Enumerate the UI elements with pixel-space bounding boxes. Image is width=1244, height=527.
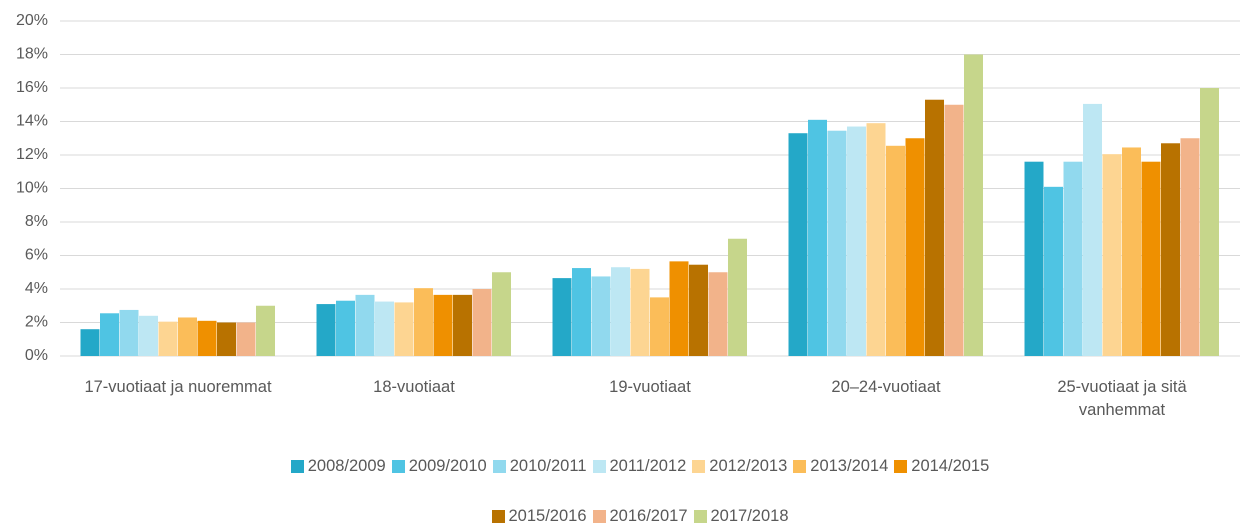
bar bbox=[827, 130, 847, 356]
bar bbox=[630, 268, 650, 356]
y-tick-label: 2% bbox=[25, 314, 48, 331]
bar bbox=[472, 289, 492, 356]
bar bbox=[611, 267, 630, 356]
x-tick-label: 19-vuotiaat bbox=[609, 378, 691, 396]
bar bbox=[1141, 161, 1161, 356]
bar bbox=[355, 294, 375, 356]
bar bbox=[1161, 143, 1180, 356]
legend-item: 2013/2014 bbox=[793, 453, 888, 479]
legend-swatch bbox=[692, 459, 706, 473]
bar bbox=[433, 294, 453, 356]
bar bbox=[591, 276, 611, 356]
bar bbox=[178, 317, 197, 356]
legend-swatch bbox=[391, 459, 405, 473]
bar bbox=[788, 133, 808, 356]
y-tick-label: 14% bbox=[16, 113, 48, 130]
bar bbox=[492, 272, 511, 356]
bar bbox=[572, 268, 591, 356]
bar bbox=[1083, 103, 1102, 356]
bar bbox=[158, 321, 178, 356]
y-tick-label: 18% bbox=[16, 46, 48, 63]
bar bbox=[394, 302, 414, 356]
legend-item: 2014/2015 bbox=[894, 453, 989, 479]
bar bbox=[1024, 161, 1044, 356]
legend-item: 2016/2017 bbox=[592, 503, 688, 527]
y-tick-label: 12% bbox=[16, 146, 48, 163]
legend-label: 2010/2011 bbox=[509, 456, 587, 475]
legend-swatch bbox=[592, 459, 606, 473]
legend-swatch bbox=[793, 459, 807, 473]
legend-item: 2017/2018 bbox=[693, 503, 789, 527]
bar bbox=[847, 126, 866, 357]
x-tick-label: 18-vuotiaat bbox=[373, 378, 455, 396]
bar bbox=[217, 322, 236, 356]
x-tick-label: 25-vuotiaat ja sitä vanhemmat bbox=[1057, 378, 1187, 419]
bar bbox=[100, 313, 119, 356]
legend-item: 2009/2010 bbox=[391, 453, 487, 479]
legend-label: 2017/2018 bbox=[710, 506, 789, 525]
bar bbox=[964, 54, 983, 356]
bar bbox=[886, 145, 905, 356]
legend-label: 2015/2016 bbox=[508, 506, 587, 525]
y-tick-label: 0% bbox=[25, 347, 48, 364]
legend-item: 2008/2009 bbox=[290, 453, 386, 479]
bar bbox=[708, 272, 728, 356]
bar bbox=[944, 104, 964, 356]
y-tick-label: 20% bbox=[16, 12, 48, 29]
legend-item: 2015/2016 bbox=[491, 503, 587, 527]
y-tick-label: 16% bbox=[16, 79, 48, 96]
bar bbox=[236, 322, 256, 356]
legend-swatch bbox=[592, 509, 606, 523]
legend-label: 2011/2012 bbox=[609, 456, 687, 475]
bar bbox=[1102, 154, 1122, 356]
bar bbox=[375, 301, 394, 356]
bar bbox=[552, 278, 572, 356]
legend-label: 2016/2017 bbox=[609, 506, 688, 525]
bar bbox=[669, 261, 689, 356]
legend-item: 2012/2013 bbox=[692, 453, 787, 479]
bar bbox=[728, 238, 747, 356]
legend-swatch bbox=[693, 509, 707, 523]
bar bbox=[808, 119, 827, 356]
x-tick-label: 17-vuotiaat ja nuoremmat bbox=[84, 378, 272, 396]
legend-label: 2008/2009 bbox=[307, 456, 386, 475]
bar bbox=[139, 315, 158, 356]
bar bbox=[80, 329, 100, 356]
y-tick-label: 8% bbox=[25, 213, 48, 230]
bar bbox=[414, 288, 433, 356]
bar bbox=[1180, 138, 1200, 356]
y-tick-label: 10% bbox=[16, 180, 48, 197]
bar bbox=[256, 305, 275, 356]
legend-swatch bbox=[492, 459, 506, 473]
legend-label: 2012/2013 bbox=[709, 456, 788, 475]
x-tick-label: 20–24-vuotiaat bbox=[831, 378, 941, 396]
bar bbox=[119, 309, 139, 356]
bar bbox=[905, 138, 925, 356]
legend-label: 2013/2014 bbox=[810, 456, 889, 475]
bar bbox=[1063, 161, 1083, 356]
bar bbox=[689, 264, 708, 356]
legend-swatch bbox=[290, 459, 304, 473]
bar bbox=[1200, 88, 1219, 356]
legend-label: 2009/2010 bbox=[408, 456, 487, 475]
bar bbox=[650, 297, 669, 356]
legend-label: 2014/2015 bbox=[911, 456, 990, 475]
legend-item: 2011/2012 bbox=[592, 453, 687, 479]
legend-swatch bbox=[894, 459, 908, 473]
legend-item: 2010/2011 bbox=[492, 453, 587, 479]
y-tick-label: 4% bbox=[25, 280, 48, 297]
bar bbox=[453, 294, 472, 356]
legend-swatch bbox=[491, 509, 505, 523]
bar bbox=[925, 99, 944, 356]
legend: 2008/2009 2009/2010 2010/2011 2011/2012 2012… bbox=[290, 453, 990, 527]
bar bbox=[316, 304, 336, 356]
bar bbox=[1122, 147, 1141, 356]
bar bbox=[336, 300, 355, 356]
bar bbox=[1044, 186, 1063, 356]
y-tick-label: 6% bbox=[25, 247, 48, 264]
bar bbox=[197, 320, 217, 356]
bar bbox=[866, 123, 886, 356]
